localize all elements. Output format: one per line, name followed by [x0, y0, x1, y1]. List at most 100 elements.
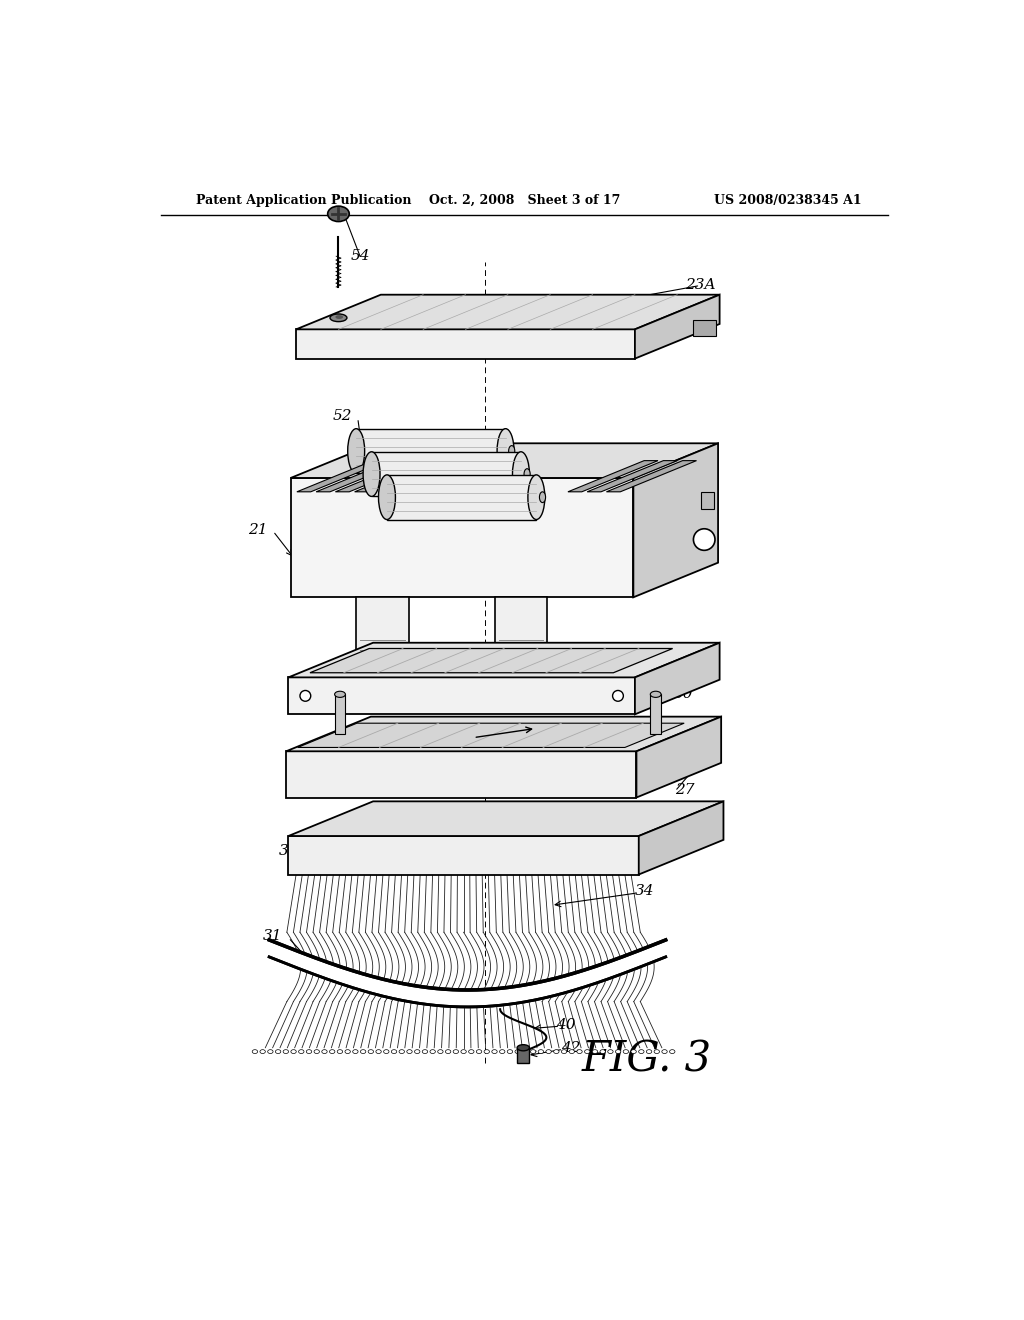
Ellipse shape	[624, 1049, 629, 1053]
Ellipse shape	[336, 315, 343, 319]
Ellipse shape	[540, 492, 546, 503]
Ellipse shape	[299, 1049, 304, 1053]
Ellipse shape	[639, 1049, 644, 1053]
Ellipse shape	[291, 1049, 296, 1053]
Polygon shape	[692, 321, 716, 335]
Ellipse shape	[330, 314, 347, 322]
Circle shape	[693, 529, 715, 550]
Polygon shape	[701, 492, 714, 508]
Ellipse shape	[507, 1049, 513, 1053]
Ellipse shape	[376, 1049, 381, 1053]
Polygon shape	[372, 451, 521, 496]
Ellipse shape	[399, 1049, 404, 1053]
Text: 40: 40	[556, 1018, 575, 1032]
Ellipse shape	[592, 1049, 598, 1053]
Ellipse shape	[252, 1049, 258, 1053]
Text: 31: 31	[263, 929, 283, 942]
Polygon shape	[310, 648, 673, 673]
Polygon shape	[387, 475, 537, 520]
Ellipse shape	[539, 1049, 544, 1053]
Text: Oct. 2, 2008   Sheet 3 of 17: Oct. 2, 2008 Sheet 3 of 17	[429, 194, 621, 207]
Polygon shape	[568, 461, 658, 492]
Polygon shape	[289, 836, 639, 875]
Ellipse shape	[569, 1049, 574, 1053]
Text: US 2008/0238345 A1: US 2008/0238345 A1	[715, 194, 862, 207]
Ellipse shape	[306, 1049, 311, 1053]
Text: 42: 42	[561, 1040, 581, 1055]
Ellipse shape	[360, 1049, 366, 1053]
Polygon shape	[286, 751, 637, 797]
Ellipse shape	[654, 1049, 659, 1053]
Ellipse shape	[328, 206, 349, 222]
Ellipse shape	[335, 692, 345, 697]
Ellipse shape	[561, 1049, 566, 1053]
Ellipse shape	[422, 1049, 428, 1053]
Ellipse shape	[522, 1049, 528, 1053]
Ellipse shape	[267, 1049, 273, 1053]
Text: 32: 32	[279, 845, 298, 858]
Ellipse shape	[348, 429, 365, 474]
Text: FIG. 3: FIG. 3	[582, 1039, 712, 1080]
Polygon shape	[495, 598, 547, 671]
Polygon shape	[650, 694, 662, 734]
Ellipse shape	[300, 690, 310, 701]
Polygon shape	[289, 643, 720, 677]
Polygon shape	[606, 461, 696, 492]
Polygon shape	[296, 330, 635, 359]
Text: 52: 52	[333, 409, 352, 424]
Ellipse shape	[528, 475, 545, 520]
Polygon shape	[637, 717, 721, 797]
Ellipse shape	[283, 1049, 289, 1053]
Text: 30: 30	[289, 678, 308, 693]
Polygon shape	[289, 801, 724, 836]
Polygon shape	[635, 643, 720, 714]
Polygon shape	[587, 461, 677, 492]
Ellipse shape	[379, 475, 395, 520]
Ellipse shape	[497, 429, 514, 474]
Ellipse shape	[454, 1049, 459, 1053]
Ellipse shape	[517, 1044, 529, 1051]
Ellipse shape	[650, 692, 662, 697]
Ellipse shape	[524, 469, 530, 479]
Ellipse shape	[615, 1049, 621, 1053]
Polygon shape	[356, 598, 409, 671]
Ellipse shape	[492, 1049, 498, 1053]
Polygon shape	[298, 723, 684, 747]
Polygon shape	[335, 694, 345, 734]
Ellipse shape	[585, 1049, 590, 1053]
Polygon shape	[354, 461, 444, 492]
Text: 24: 24	[687, 552, 707, 566]
Text: Patent Application Publication: Patent Application Publication	[196, 194, 412, 207]
Text: 23: 23	[296, 504, 315, 517]
Polygon shape	[296, 294, 720, 330]
Ellipse shape	[260, 1049, 265, 1053]
Ellipse shape	[461, 1049, 466, 1053]
Ellipse shape	[369, 1049, 374, 1053]
Ellipse shape	[484, 1049, 489, 1053]
Polygon shape	[517, 1048, 529, 1063]
Ellipse shape	[352, 1049, 358, 1053]
Ellipse shape	[330, 1049, 335, 1053]
Ellipse shape	[607, 1049, 613, 1053]
Ellipse shape	[430, 1049, 435, 1053]
Ellipse shape	[515, 1049, 520, 1053]
Polygon shape	[336, 461, 425, 492]
Text: 22: 22	[285, 771, 304, 785]
Ellipse shape	[646, 1049, 651, 1053]
Ellipse shape	[391, 1049, 396, 1053]
Polygon shape	[289, 677, 635, 714]
Polygon shape	[634, 444, 718, 598]
Polygon shape	[291, 478, 634, 598]
Polygon shape	[639, 801, 724, 875]
Text: 50: 50	[674, 686, 693, 701]
Ellipse shape	[546, 1049, 551, 1053]
Ellipse shape	[445, 1049, 451, 1053]
Text: 23A: 23A	[685, 279, 716, 293]
Ellipse shape	[275, 1049, 281, 1053]
Ellipse shape	[337, 1049, 343, 1053]
Ellipse shape	[469, 1049, 474, 1053]
Ellipse shape	[407, 1049, 413, 1053]
Polygon shape	[356, 429, 506, 474]
Ellipse shape	[314, 1049, 319, 1053]
Ellipse shape	[322, 1049, 327, 1053]
